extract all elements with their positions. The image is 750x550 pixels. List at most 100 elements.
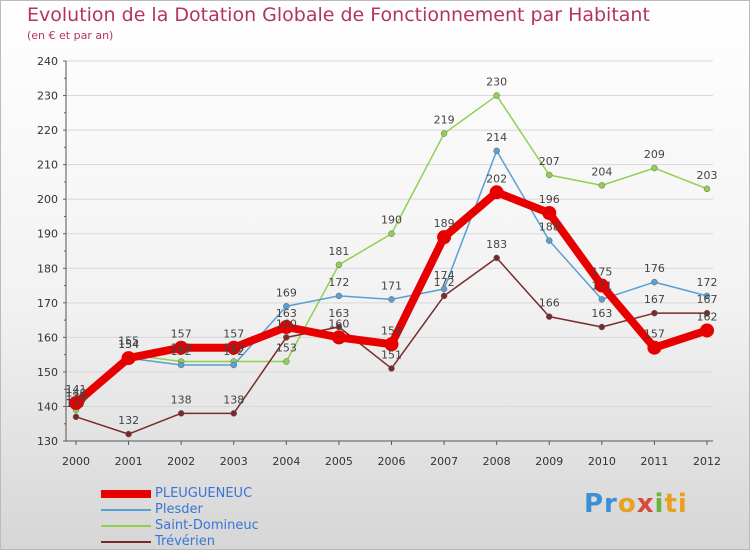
- data-point: [69, 396, 83, 410]
- labels-plesder: 140 154 152 152 169 172 171 174 214 188 171 176 172: [66, 131, 718, 400]
- data-label: 167: [644, 293, 665, 306]
- data-label: 190: [381, 214, 402, 227]
- data-point: [440, 130, 448, 137]
- data-label: 153: [276, 342, 297, 355]
- data-label: 163: [276, 307, 297, 320]
- x-tick-label: 2007: [430, 455, 458, 468]
- data-label: 169: [276, 286, 297, 299]
- data-label: 207: [539, 155, 560, 168]
- legend-label: PLEUGUENEUC: [155, 486, 253, 501]
- data-label: 152: [171, 345, 192, 358]
- data-point: [331, 330, 346, 345]
- data-point: [493, 92, 500, 99]
- legend-swatch: [101, 509, 151, 511]
- data-point: [121, 351, 136, 366]
- data-label: 163: [328, 307, 349, 320]
- data-label: 219: [434, 114, 455, 127]
- proxiti-logo: Proxiti: [584, 489, 688, 519]
- y-tick-label: 200: [37, 193, 58, 206]
- data-label: 203: [697, 169, 718, 182]
- legend-swatch: [101, 541, 151, 543]
- data-label: 138: [171, 393, 192, 406]
- chart-subtitle: (en € et par an): [27, 29, 114, 42]
- series-pleugueneuc: [69, 185, 714, 410]
- data-label: 163: [591, 307, 612, 320]
- x-tick-label: 2008: [483, 455, 511, 468]
- data-point: [388, 230, 395, 237]
- y-tick-label: 190: [37, 228, 58, 241]
- x-tick-label: 2000: [62, 455, 90, 468]
- data-label: 171: [591, 279, 612, 292]
- data-label: 154: [118, 338, 139, 351]
- data-point: [388, 365, 395, 372]
- data-label: 160: [328, 317, 349, 330]
- series-saint-domineuc: [72, 92, 711, 414]
- x-tick-label: 2002: [167, 455, 195, 468]
- data-label: 167: [697, 293, 718, 306]
- data-label: 172: [697, 276, 718, 289]
- data-point: [226, 340, 241, 355]
- data-label: 176: [644, 262, 665, 275]
- data-label: 172: [328, 276, 349, 289]
- data-label: 230: [486, 76, 507, 89]
- y-tick-label: 180: [37, 262, 58, 275]
- legend-label: Trévérien: [155, 534, 215, 549]
- data-point: [651, 309, 658, 317]
- y-tick-label: 170: [37, 297, 58, 310]
- x-tick-label: 2005: [325, 455, 353, 468]
- y-tick-label: 140: [37, 400, 58, 413]
- data-label: 140: [66, 386, 87, 399]
- data-point: [125, 430, 132, 438]
- data-point: [493, 147, 500, 155]
- data-label: 204: [591, 165, 612, 178]
- data-point: [440, 285, 448, 293]
- data-label: 153: [171, 342, 192, 355]
- data-point: [384, 337, 399, 352]
- x-tick-label: 2009: [535, 455, 563, 468]
- data-point: [72, 413, 80, 421]
- legend-label: Plesder: [155, 502, 203, 517]
- data-label: 132: [118, 414, 139, 427]
- data-point: [546, 171, 553, 179]
- data-label: 172: [434, 276, 455, 289]
- data-label: 183: [486, 238, 507, 251]
- data-label: 158: [381, 324, 402, 337]
- x-tick-label: 2006: [378, 455, 406, 468]
- legend-swatch: [101, 490, 151, 498]
- series-line: [75, 94, 708, 411]
- data-point: [437, 230, 452, 245]
- data-label: 157: [171, 328, 192, 341]
- data-label: 154: [118, 338, 139, 351]
- data-point: [546, 237, 553, 244]
- data-point: [335, 323, 343, 331]
- data-label: 175: [591, 266, 612, 279]
- data-label: 171: [381, 279, 402, 292]
- data-label: 160: [276, 317, 297, 330]
- y-tick-label: 150: [37, 366, 58, 379]
- data-label: 138: [223, 393, 244, 406]
- data-label: 188: [539, 221, 560, 234]
- x-tick-label: 2003: [220, 455, 248, 468]
- chart-plot: 130 140 150 160 170 180 190 200 210 220 230 240 2000…: [37, 55, 721, 468]
- y-tick-label: 230: [37, 90, 58, 103]
- x-tick-label: 2004: [272, 455, 300, 468]
- chart-title: Evolution de la Dotation Globale de Fonc…: [27, 4, 650, 26]
- data-label: 137: [66, 397, 87, 410]
- data-point: [598, 182, 606, 189]
- labels-saint-domineuc: 139 155 153 153 153 181 190 219 230 207 204 209 203: [66, 76, 718, 403]
- data-point: [388, 296, 395, 303]
- data-label: 166: [539, 297, 560, 310]
- data-label: 181: [328, 245, 349, 258]
- data-point: [174, 340, 189, 355]
- data-label: 157: [644, 328, 665, 341]
- data-point: [283, 334, 290, 341]
- data-point: [651, 278, 658, 286]
- data-point: [283, 358, 290, 365]
- data-point: [177, 410, 185, 417]
- y-tick-label: 240: [37, 55, 58, 68]
- data-label: 162: [697, 310, 718, 323]
- x-tick-label: 2010: [588, 455, 616, 468]
